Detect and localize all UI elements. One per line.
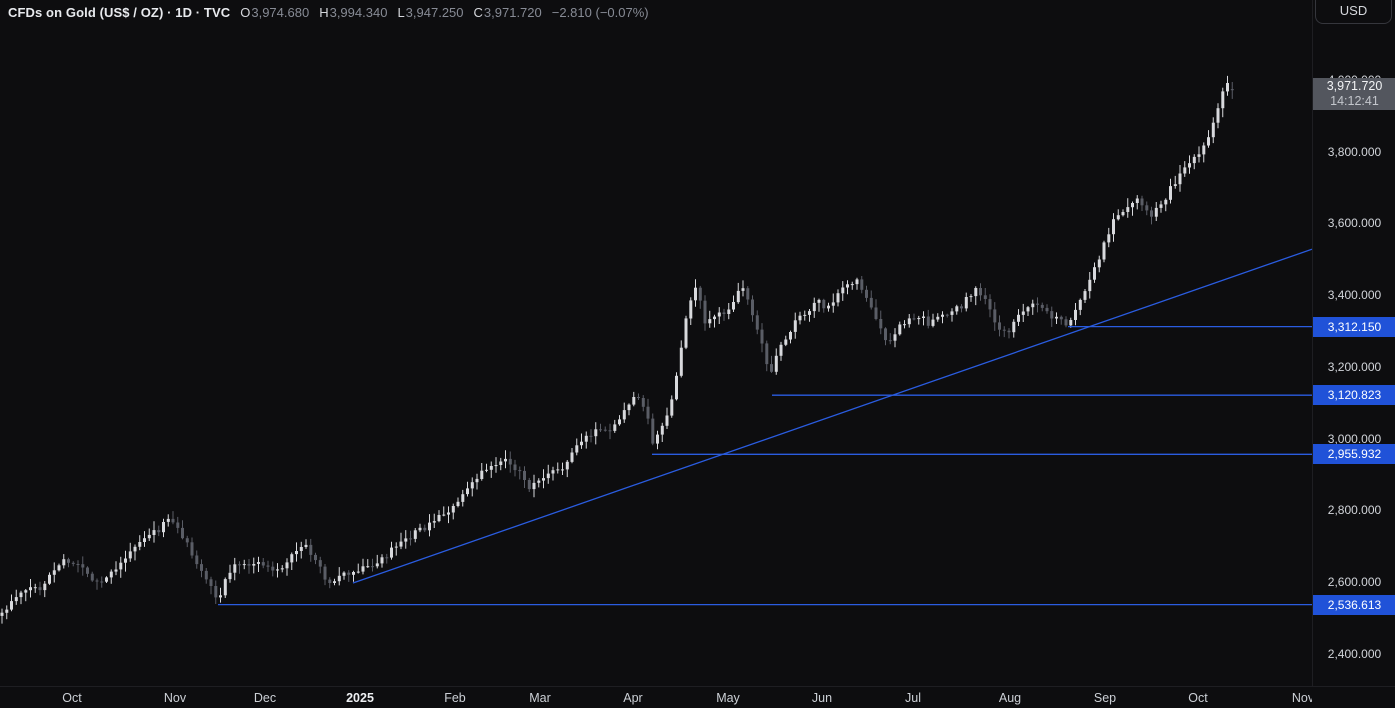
ohlc-high: H3,994.340 xyxy=(319,5,388,20)
price-tick-label: 2,600.000 xyxy=(1327,574,1382,589)
ohlc-close: C3,971.720 xyxy=(473,5,542,20)
candlestick-chart-pane[interactable] xyxy=(0,0,1312,686)
currency-button-label: USD xyxy=(1339,2,1368,18)
price-tick-label: 3,800.000 xyxy=(1327,144,1382,159)
price-tick-label: 3,200.000 xyxy=(1327,359,1382,374)
support-price-label: 3,120.823 xyxy=(1313,385,1395,406)
time-tick-label: Aug xyxy=(998,691,1022,705)
time-tick-label: Sep xyxy=(1093,691,1117,705)
time-tick-label: 2025 xyxy=(346,691,374,705)
trendline[interactable] xyxy=(352,248,1312,584)
last-price-value: 3,971.720 xyxy=(1326,79,1383,94)
price-tick-label: 3,400.000 xyxy=(1327,288,1382,303)
time-tick-label: May xyxy=(716,691,740,705)
price-tick-label: 3,600.000 xyxy=(1327,216,1382,231)
symbol-title[interactable]: CFDs on Gold (US$ / OZ) · 1D · TVC xyxy=(8,5,231,20)
time-axis-labels: Oct Nov Dec 2025 Feb Mar Apr May Jun Jul Aug Sep Oct… xyxy=(0,687,1312,708)
time-tick-label: Apr xyxy=(623,691,643,705)
time-tick-label: Oct xyxy=(62,691,82,705)
time-tick-label: Jun xyxy=(811,691,833,705)
price-tick-label: 3,000.000 xyxy=(1327,431,1382,446)
time-tick-label: Jul xyxy=(905,691,921,705)
price-tick-label: 2,400.000 xyxy=(1327,646,1382,661)
chart-legend: CFDs on Gold (US$ / OZ) · 1D · TVC O3,97… xyxy=(8,5,649,20)
support-price-label: 2,536.613 xyxy=(1313,594,1395,615)
time-tick-label: Dec xyxy=(253,691,277,705)
currency-button[interactable]: USD xyxy=(1315,0,1392,24)
ohlc-low: L3,947.250 xyxy=(397,5,464,20)
time-tick-label: Oct xyxy=(1188,691,1208,705)
change-value: −2.810 (−0.07%) xyxy=(551,5,649,20)
time-tick-label: Nov xyxy=(1291,691,1312,705)
price-tick-label: 2,800.000 xyxy=(1327,503,1382,518)
candles xyxy=(0,75,1234,624)
time-tick-label: Mar xyxy=(529,691,551,705)
time-tick-label: Feb xyxy=(444,691,466,705)
time-axis[interactable]: Oct Nov Dec 2025 Feb Mar Apr May Jun Jul Aug Sep Oct… xyxy=(0,686,1395,708)
last-price-label: 3,971.720 14:12:41 xyxy=(1313,78,1395,111)
time-tick-label: Nov xyxy=(163,691,187,705)
support-price-label: 2,955.932 xyxy=(1313,444,1395,465)
ohlc-open: O3,974.680 xyxy=(240,5,310,20)
price-axis[interactable]: 4,000.0003,800.0003,600.0003,400.0003,20… xyxy=(1312,0,1395,686)
support-price-label: 3,312.150 xyxy=(1313,316,1395,337)
drawings xyxy=(218,248,1312,606)
bar-countdown: 14:12:41 xyxy=(1330,94,1379,109)
